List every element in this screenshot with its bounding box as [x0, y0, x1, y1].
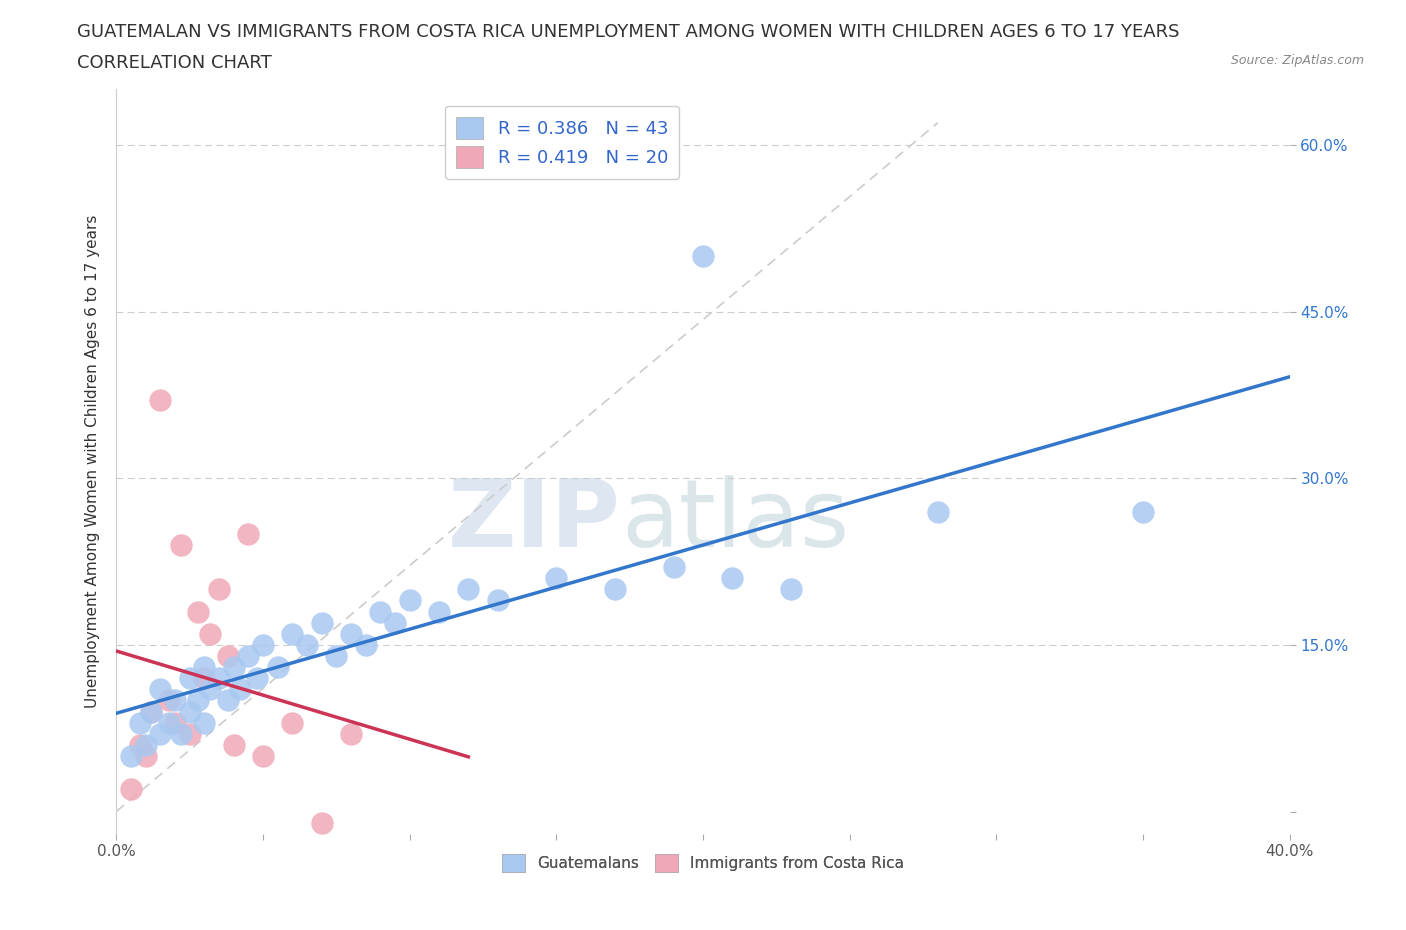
Point	[486, 593, 509, 608]
Point	[266, 659, 288, 674]
Point	[217, 693, 239, 708]
Point	[193, 659, 215, 674]
Text: Source: ZipAtlas.com: Source: ZipAtlas.com	[1230, 54, 1364, 67]
Point	[398, 593, 420, 608]
Point	[163, 693, 186, 708]
Text: GUATEMALAN VS IMMIGRANTS FROM COSTA RICA UNEMPLOYMENT AMONG WOMEN WITH CHILDREN : GUATEMALAN VS IMMIGRANTS FROM COSTA RICA…	[77, 23, 1180, 41]
Point	[340, 627, 363, 642]
Point	[157, 693, 180, 708]
Point	[927, 504, 949, 519]
Text: atlas: atlas	[621, 475, 849, 567]
Point	[193, 671, 215, 685]
Point	[141, 704, 163, 719]
Text: CORRELATION CHART: CORRELATION CHART	[77, 54, 273, 72]
Point	[179, 671, 201, 685]
Point	[222, 659, 245, 674]
Point	[384, 616, 406, 631]
Point	[238, 648, 260, 663]
Point	[179, 704, 201, 719]
Point	[281, 715, 304, 730]
Point	[170, 726, 193, 741]
Point	[311, 816, 333, 830]
Point	[128, 715, 150, 730]
Point	[325, 648, 347, 663]
Point	[295, 637, 318, 652]
Point	[135, 749, 157, 764]
Point	[1132, 504, 1154, 519]
Point	[157, 715, 180, 730]
Text: ZIP: ZIP	[449, 475, 621, 567]
Point	[120, 782, 142, 797]
Point	[252, 749, 274, 764]
Point	[340, 726, 363, 741]
Point	[311, 616, 333, 631]
Legend: Guatemalans, Immigrants from Costa Rica: Guatemalans, Immigrants from Costa Rica	[496, 847, 910, 878]
Point	[238, 526, 260, 541]
Point	[198, 682, 221, 697]
Point	[281, 627, 304, 642]
Point	[170, 538, 193, 552]
Point	[246, 671, 269, 685]
Point	[546, 571, 568, 586]
Point	[370, 604, 392, 619]
Point	[662, 560, 685, 575]
Point	[120, 749, 142, 764]
Point	[149, 726, 172, 741]
Point	[149, 393, 172, 408]
Point	[780, 582, 803, 597]
Point	[222, 737, 245, 752]
Y-axis label: Unemployment Among Women with Children Ages 6 to 17 years: Unemployment Among Women with Children A…	[86, 215, 100, 709]
Point	[721, 571, 744, 586]
Point	[141, 704, 163, 719]
Point	[128, 737, 150, 752]
Point	[198, 627, 221, 642]
Point	[603, 582, 626, 597]
Point	[179, 726, 201, 741]
Point	[354, 637, 377, 652]
Point	[187, 693, 209, 708]
Point	[217, 648, 239, 663]
Point	[692, 248, 714, 263]
Point	[228, 682, 250, 697]
Point	[457, 582, 479, 597]
Point	[208, 671, 231, 685]
Point	[252, 637, 274, 652]
Point	[427, 604, 450, 619]
Point	[135, 737, 157, 752]
Point	[163, 715, 186, 730]
Point	[193, 715, 215, 730]
Point	[187, 604, 209, 619]
Point	[208, 582, 231, 597]
Point	[149, 682, 172, 697]
